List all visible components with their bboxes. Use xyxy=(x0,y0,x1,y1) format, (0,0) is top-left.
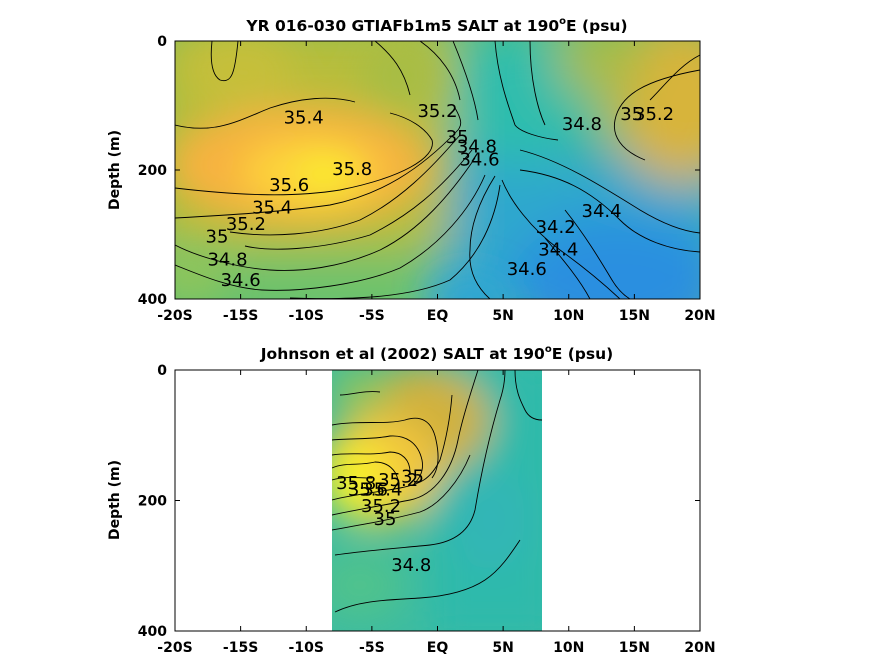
contour-label: 34.8 xyxy=(457,136,497,157)
contour-label: 35.2 xyxy=(226,214,266,235)
bottom-y-axis: 0 200 400 xyxy=(138,363,700,640)
top-y-axis-label: Depth (m) xyxy=(107,130,123,210)
contour-label: 35.4 xyxy=(284,107,324,128)
y-tick-label: 200 xyxy=(138,163,167,179)
x-tick-label: EQ xyxy=(427,308,449,324)
contour-label: 35.2 xyxy=(361,496,401,517)
top-x-axis: -20S -15S -10S -5S EQ 5N 10N 15N 20N xyxy=(157,41,716,324)
contour-label: 35 xyxy=(374,509,397,530)
contour-label: 35 xyxy=(446,127,469,148)
y-tick-label: 400 xyxy=(138,292,167,308)
bottom-panel: Johnson et al (2002) SALT at 190oE (psu) xyxy=(107,344,716,656)
contour-label: 34.8 xyxy=(391,555,431,576)
top-panel-title: YR 016-030 GTIAFb1m5 SALT at 190oE (psu) xyxy=(245,16,627,35)
contour-label: 35.4 xyxy=(252,198,292,219)
y-tick-label: 400 xyxy=(138,624,167,640)
contour-label: 35.2 xyxy=(634,104,674,125)
top-contours xyxy=(175,41,700,299)
contour-label: 34.4 xyxy=(538,240,578,261)
x-tick-label: -20S xyxy=(157,308,192,324)
y-tick-label: 200 xyxy=(138,494,167,510)
x-tick-label: 15N xyxy=(619,640,650,656)
x-tick-label: 20N xyxy=(684,640,715,656)
x-tick-label: 15N xyxy=(619,308,650,324)
bottom-panel-title: Johnson et al (2002) SALT at 190oE (psu) xyxy=(260,344,613,363)
contour-label: 34.4 xyxy=(582,201,622,222)
contour-label: 35.4 xyxy=(362,480,402,501)
x-tick-label: -20S xyxy=(157,640,192,656)
x-tick-label: 10N xyxy=(553,308,584,324)
contour-label: 35.6 xyxy=(348,480,388,501)
contour-label: 35.8 xyxy=(332,159,372,180)
x-tick-label: 20N xyxy=(684,308,715,324)
x-tick-label: -15S xyxy=(223,640,258,656)
contour-label: 34.8 xyxy=(207,249,247,270)
x-tick-label: EQ xyxy=(427,640,449,656)
x-tick-label: 10N xyxy=(553,640,584,656)
y-tick-label: 0 xyxy=(157,34,167,50)
top-panel: YR 016-030 GTIAFb1m5 SALT at 190oE (psu) xyxy=(107,16,716,324)
x-tick-label: 5N xyxy=(492,640,513,656)
top-y-axis: 0 200 400 xyxy=(138,34,700,308)
x-tick-label: -5S xyxy=(359,308,385,324)
y-tick-label: 0 xyxy=(157,363,167,379)
x-tick-label: -10S xyxy=(289,308,324,324)
contour-label: 35.6 xyxy=(269,175,309,196)
contour-label: 34.6 xyxy=(221,270,261,291)
x-tick-label: -10S xyxy=(289,640,324,656)
bottom-y-axis-label: Depth (m) xyxy=(107,460,123,540)
x-tick-label: -15S xyxy=(223,308,258,324)
x-tick-label: -5S xyxy=(359,640,385,656)
contour-label: 35 xyxy=(206,227,229,248)
x-tick-label: 5N xyxy=(492,308,513,324)
contour-label: 35.2 xyxy=(378,470,418,491)
contour-label: 35 xyxy=(620,104,643,125)
bottom-contours xyxy=(332,370,542,613)
contour-label: 34.6 xyxy=(507,259,547,280)
bottom-x-axis: -20S -15S -10S -5S EQ 5N 10N 15N 20N xyxy=(157,370,716,656)
contour-label: 34.2 xyxy=(536,217,576,238)
contour-label: 35 xyxy=(401,467,424,488)
contour-label: 35.8 xyxy=(336,473,376,494)
contour-label: 34.8 xyxy=(562,114,602,135)
contour-label: 34.6 xyxy=(459,149,499,170)
contour-label: 35.2 xyxy=(417,101,457,122)
